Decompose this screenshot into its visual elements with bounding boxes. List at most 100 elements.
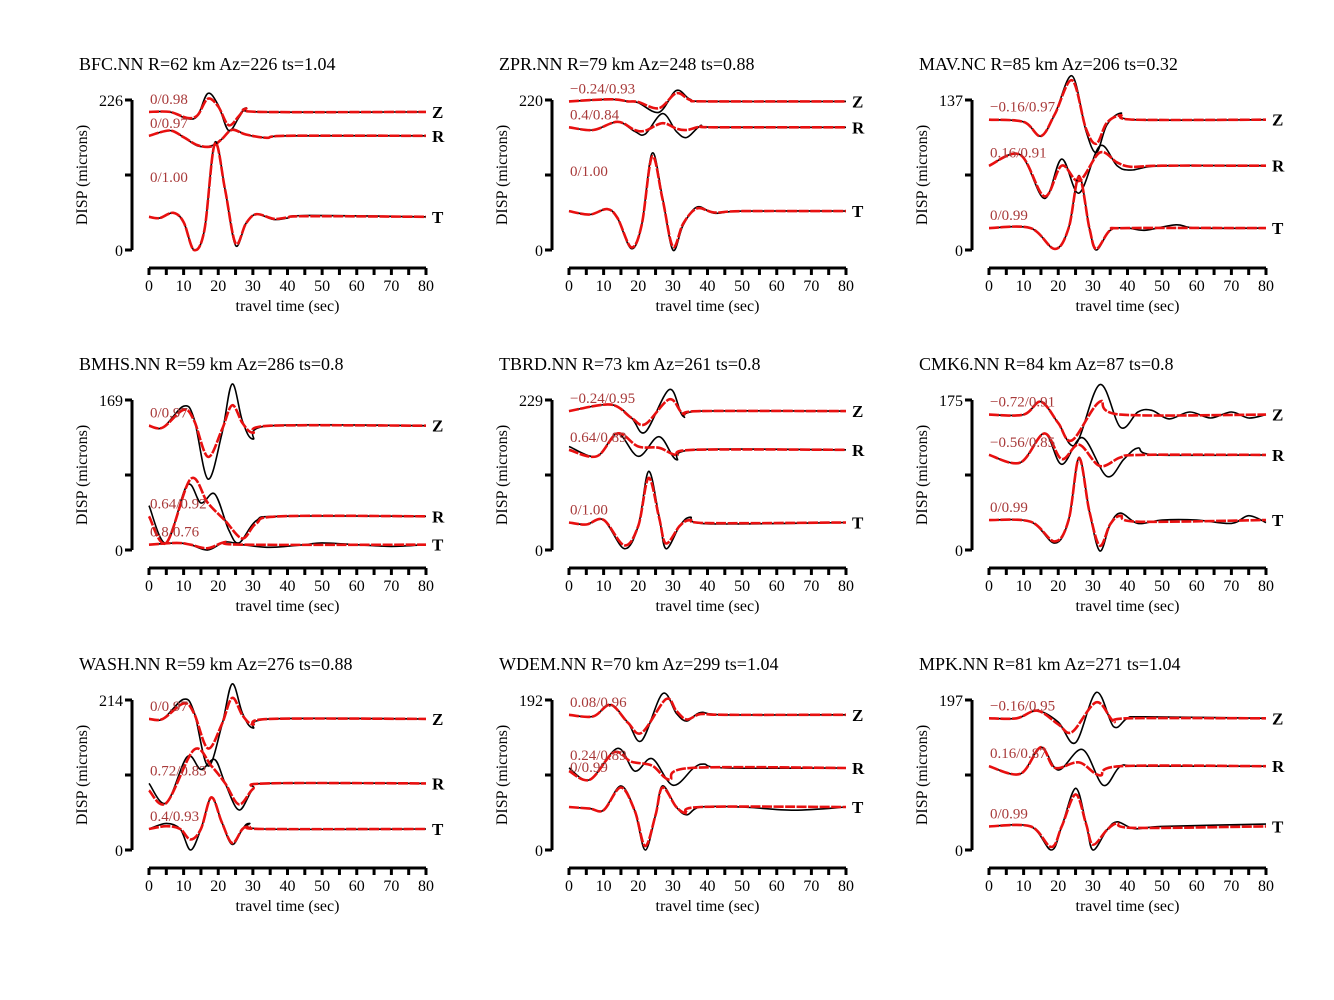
trace-t: 0/0.99 T [988,174,1284,251]
synthetic-waveform-r [988,745,1267,777]
x-tick-label: 0 [145,278,153,295]
synthetic-waveform-r [568,120,847,133]
y-axis-label: DISP (microns) [74,425,91,525]
y-axis-label: DISP (microns) [74,125,91,225]
synthetic-waveform-t [568,155,847,249]
fit-annotation-r: 0.16/0.87 [990,746,1047,762]
synthetic-waveform-t [988,175,1267,251]
component-label-t: T [432,208,444,227]
x-tick-label: 80 [418,278,434,295]
panel-mav-nc: MAV.NC R=85 km Az=206 ts=0.32 137 0 DISP (m… [914,54,1285,315]
panel-title: ZPR.NN R=79 km Az=248 ts=0.88 [499,54,754,74]
component-label-z: Z [432,710,443,729]
trace-z: −0.16/0.95 Z [988,691,1283,745]
component-label-r: R [852,441,865,460]
panel-tbrd-nn: TBRD.NN R=73 km Az=261 ts=0.8 229 0 DISP (m… [494,354,865,615]
x-tick-label: 20 [630,578,646,595]
panel-bfc-nn: BFC.NN R=62 km Az=226 ts=1.04 226 0 DISP (m… [74,54,445,315]
component-label-t: T [432,536,444,555]
component-label-z: Z [1272,111,1283,130]
trace-t: 0/1.00 T [148,141,444,252]
x-tick-label: 20 [210,878,226,895]
x-tick-label: 60 [769,878,785,895]
component-label-r: R [1272,157,1285,176]
x-tick-label: 0 [985,878,993,895]
x-tick-label: 40 [280,278,296,295]
y-tick-label-min: 0 [955,243,963,260]
panel-title: BFC.NN R=62 km Az=226 ts=1.04 [79,54,335,74]
synthetic-waveform-z [568,397,847,427]
synthetic-waveform-r [568,432,847,459]
panel-zpr-nn: ZPR.NN R=79 km Az=248 ts=0.88 220 0 DISP (m… [494,54,865,315]
observed-waveform-r [148,128,427,148]
observed-waveform-t [988,787,1267,851]
panel-title: MAV.NC R=85 km Az=206 ts=0.32 [919,54,1178,74]
fit-annotation-r: 0.4/0.84 [570,107,620,123]
synthetic-waveform-r [988,150,1267,198]
x-tick-label: 70 [383,278,399,295]
y-tick-label-max: 197 [939,693,963,710]
trace-t: 0/0.99 T [988,456,1284,552]
x-tick-label: 30 [245,578,261,595]
fit-annotation-z: −0.16/0.97 [990,100,1056,116]
x-tick-label: 0 [145,878,153,895]
synthetic-waveform-t [148,141,427,252]
fit-annotation-z: −0.16/0.95 [990,698,1055,714]
x-tick-label: 30 [1085,578,1101,595]
panel-cmk6-nn: CMK6.NN R=84 km Az=87 ts=0.8 175 0 DISP (mi… [914,354,1285,615]
panel-wash-nn: WASH.NN R=59 km Az=276 ts=0.88 214 0 DISP (… [74,654,445,915]
synthetic-waveform-z [988,700,1267,735]
x-tick-label: 70 [1223,578,1239,595]
x-tick-label: 10 [176,278,192,295]
fit-annotation-t: 0.8/0.76 [150,525,200,541]
component-label-t: T [852,798,864,817]
trace-r: 0.16/0.91 R [988,144,1285,200]
component-label-r: R [1272,757,1285,776]
x-tick-label: 50 [734,878,750,895]
panel-title: TBRD.NN R=73 km Az=261 ts=0.8 [499,354,760,374]
fit-annotation-r: 0.64/0.89 [570,430,627,446]
x-tick-label: 10 [176,578,192,595]
x-tick-label: 0 [565,278,573,295]
x-tick-label: 10 [596,578,612,595]
x-tick-label: 10 [596,278,612,295]
panel-bmhs-nn: BMHS.NN R=59 km Az=286 ts=0.8 169 0 DISP (m… [74,354,445,615]
fit-annotation-t: 0.4/0.93 [150,809,199,825]
trace-z: 0/0.97 Z [148,383,443,480]
x-tick-label: 50 [314,878,330,895]
component-label-z: Z [1272,709,1283,728]
trace-t: 0/1.00 T [568,470,864,550]
y-axis-label: DISP (microns) [914,425,931,525]
x-tick-label: 0 [985,278,993,295]
synthetic-waveform-t [568,786,847,848]
x-tick-label: 70 [1223,278,1239,295]
y-axis-label: DISP (microns) [494,725,511,825]
trace-t: 0/0.99 T [988,787,1284,851]
synthetic-waveform-z [988,399,1267,443]
y-axis-label: DISP (microns) [494,425,511,525]
x-axis-label: travel time (sec) [1076,298,1180,315]
x-tick-label: 10 [1016,878,1032,895]
component-label-z: Z [852,402,863,421]
trace-z: −0.24/0.95 Z [568,388,863,434]
x-tick-label: 40 [280,878,296,895]
x-axis-label: travel time (sec) [656,898,760,915]
fit-annotation-t: 0/0.99 [990,208,1028,224]
fit-annotation-r: 0.16/0.91 [990,146,1047,162]
x-tick-label: 40 [700,878,716,895]
fit-annotation-r: 0.24/0.89 [570,748,627,764]
component-label-r: R [852,118,865,137]
fit-annotation-z: −0.72/0.91 [990,395,1055,411]
synthetic-waveform-z [988,79,1267,146]
component-label-t: T [1272,511,1284,530]
x-tick-label: 10 [1016,278,1032,295]
fit-annotation-z: 0/0.97 [150,699,188,715]
x-tick-label: 60 [1189,278,1205,295]
x-tick-label: 80 [838,578,854,595]
trace-r: −0.56/0.85 R [988,432,1285,478]
x-axis-label: travel time (sec) [236,598,340,615]
y-tick-label-min: 0 [115,543,123,560]
x-tick-label: 80 [1258,878,1274,895]
x-tick-label: 80 [418,578,434,595]
synthetic-waveform-t [148,796,427,845]
